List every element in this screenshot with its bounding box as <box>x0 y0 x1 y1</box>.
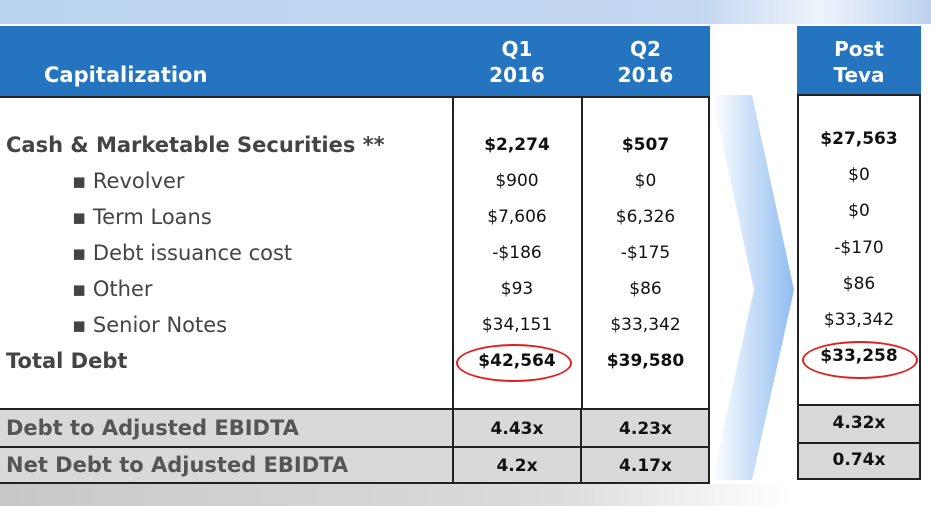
post-teva-value: $27,563 <box>820 129 898 149</box>
row-label: ▪ Term Loans <box>72 205 212 229</box>
highlight-circle-q1-total <box>456 344 572 382</box>
q1-value: $34,151 <box>481 315 553 335</box>
q1-value: $2,274 <box>484 135 550 155</box>
q2-value: $33,342 <box>610 315 681 335</box>
q2-value: -$175 <box>620 243 671 263</box>
q2-value: $507 <box>621 135 670 155</box>
row-label: ▪ Other <box>72 277 153 301</box>
q2-value: $6,326 <box>615 207 676 227</box>
row-label: Cash & Marketable Securities ** <box>6 133 385 157</box>
row-label: ▪ Debt issuance cost <box>72 241 293 265</box>
arrow-chevron-icon <box>712 95 794 480</box>
bottom-banner <box>0 484 931 506</box>
row-label: ▪ Senior Notes <box>72 313 228 337</box>
header-q1: Q1 2016 <box>489 37 545 87</box>
q1-value: $7,606 <box>487 207 547 227</box>
header-q2: Q2 2016 <box>617 37 674 87</box>
post-teva-value: $33,342 <box>823 310 895 330</box>
q2-value: $0 <box>634 171 657 191</box>
top-banner <box>0 0 931 24</box>
post-ratio-row-2 <box>797 442 921 480</box>
q2-ratio: 4.17x <box>619 456 672 476</box>
q1-value: $900 <box>495 171 539 191</box>
post-teva-value: -$170 <box>834 237 884 258</box>
ratio-label: Debt to Adjusted EBIDTA <box>6 416 299 440</box>
q1-value: -$186 <box>492 243 542 263</box>
q2-value: $86 <box>629 279 662 299</box>
q1-ratio: 4.2x <box>496 456 538 476</box>
highlight-circle-post-total <box>802 341 918 379</box>
q1-value: $93 <box>500 279 534 299</box>
ratio-row-2 <box>0 446 710 484</box>
post-teva-ratio: 0.74x <box>832 450 886 470</box>
q1-ratio: 4.43x <box>490 419 544 439</box>
post-teva-value: $0 <box>848 201 870 222</box>
row-label: ▪ Revolver <box>72 169 185 193</box>
ratio-label: Net Debt to Adjusted EBIDTA <box>6 453 349 477</box>
post-teva-value: $86 <box>842 273 876 294</box>
q2-value: $39,580 <box>606 351 685 371</box>
table-header: Capitalization Q1 2016 Q2 2016 <box>0 26 710 96</box>
post-ratio-row-1 <box>797 404 921 444</box>
header-title: Capitalization <box>44 63 208 87</box>
row-label: Total Debt <box>6 349 128 373</box>
post-teva-header: Post Teva <box>797 26 921 95</box>
q2-ratio: 4.23x <box>619 419 672 439</box>
post-teva-value: $0 <box>848 165 870 186</box>
post-teva-ratio: 4.32x <box>832 413 886 433</box>
